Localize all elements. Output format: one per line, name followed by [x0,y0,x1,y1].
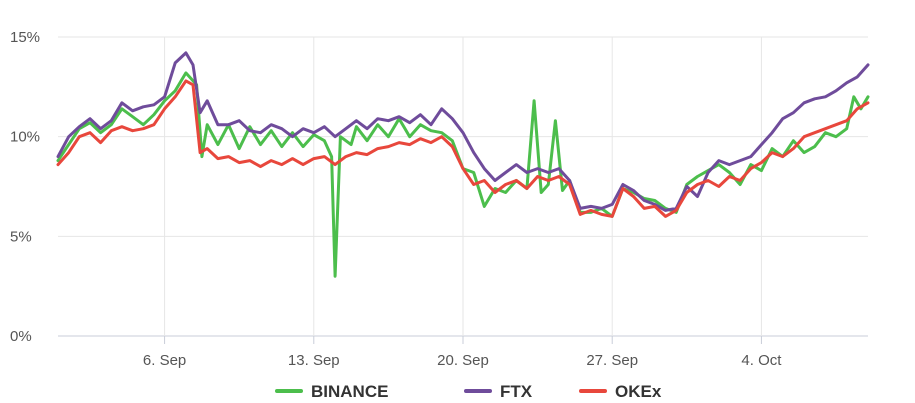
x-tick-label: 6. Sep [143,352,186,369]
axes: 0% 5% 10% 15% 6. Sep 13. Sep 20. Sep 27. Sep 4. … [10,29,782,369]
y-tick-label: 10% [10,129,40,146]
legend-label: OKEx [615,382,662,401]
legend-item-binance[interactable]: BINANCE [275,382,388,401]
x-tick-label: 13. Sep [288,352,340,369]
y-tick-label: 0% [10,328,32,345]
series-line-okex[interactable] [56,79,870,218]
x-tick-label: 27. Sep [586,352,638,369]
legend-label: FTX [500,382,533,401]
x-tick-label: 4. Oct [741,352,782,369]
legend: BINANCE FTX OKEx [275,382,662,401]
y-tick-label: 15% [10,29,40,46]
legend-item-okex[interactable]: OKEx [579,382,662,401]
x-tick-label: 20. Sep [437,352,489,369]
legend-item-ftx[interactable]: FTX [464,382,533,401]
legend-label: BINANCE [311,382,388,401]
series-lines [56,51,870,278]
gridlines [58,36,868,337]
series-line-ftx[interactable] [56,51,870,212]
y-tick-label: 5% [10,228,32,245]
